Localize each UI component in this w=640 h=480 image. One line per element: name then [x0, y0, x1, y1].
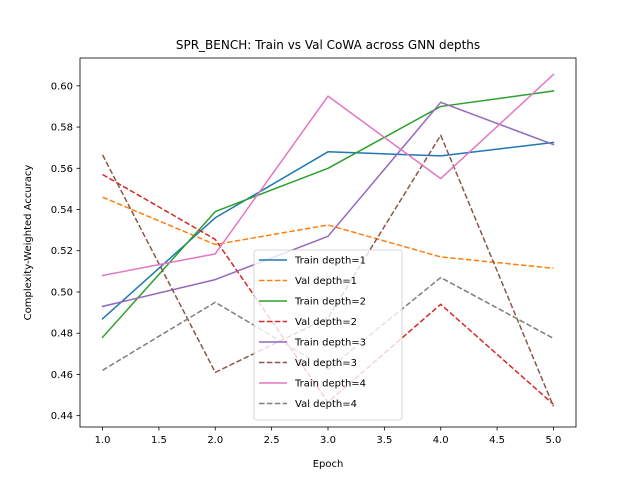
- legend-label: Val depth=3: [295, 358, 357, 369]
- x-tick-label: 4.5: [489, 435, 505, 446]
- series-line-val-depth-3: [101, 134, 555, 407]
- legend-label: Val depth=4: [295, 399, 357, 410]
- x-tick-label: 1.5: [151, 435, 167, 446]
- series-line-train-depth-2: [101, 90, 555, 339]
- y-tick-label: 0.52: [51, 246, 73, 257]
- x-tick-label: 1.0: [95, 435, 111, 446]
- series-line-train-depth-3: [101, 101, 555, 308]
- y-tick-label: 0.54: [51, 205, 73, 216]
- series-line-train-depth-4: [101, 73, 555, 277]
- x-tick-label: 5.0: [546, 435, 562, 446]
- chart-title: SPR_BENCH: Train vs Val CoWA across GNN …: [176, 38, 480, 52]
- y-tick-label: 0.44: [51, 411, 73, 422]
- x-tick-label: 3.5: [376, 435, 392, 446]
- legend-label: Train depth=1: [294, 256, 366, 267]
- legend-label: Train depth=2: [294, 297, 366, 308]
- x-axis: 1.0 1.5 2.0 2.5 3.0 3.5 4.0 4.5 5.0: [95, 427, 562, 446]
- x-tick-label: 3.0: [320, 435, 336, 446]
- x-tick-label: 2.5: [264, 435, 280, 446]
- y-axis: 0.44 0.46 0.48 0.50 0.52 0.54 0.56 0.58 0.60: [51, 81, 80, 422]
- legend-label: Val depth=1: [295, 276, 357, 287]
- series-line-val-depth-1: [102, 196, 554, 270]
- y-tick-label: 0.58: [51, 123, 73, 134]
- legend: Train depth=1 Val depth=1 Train depth=2 Val…: [253, 249, 403, 421]
- y-tick-label: 0.56: [51, 164, 73, 175]
- x-tick-label: 2.0: [207, 435, 223, 446]
- y-axis-title: Complexity-Weighted Accuracy: [23, 165, 34, 321]
- y-tick-label: 0.50: [51, 287, 73, 298]
- legend-label: Val depth=2: [295, 317, 357, 328]
- legend-label: Train depth=3: [294, 338, 366, 349]
- legend-box: [253, 249, 403, 421]
- series-line-train-depth-1: [101, 141, 555, 320]
- x-axis-title: Epoch: [313, 459, 344, 470]
- y-tick-label: 0.60: [51, 81, 73, 92]
- legend-label: Train depth=4: [294, 379, 366, 390]
- y-tick-label: 0.48: [51, 329, 73, 340]
- x-tick-label: 4.0: [433, 435, 449, 446]
- y-tick-label: 0.46: [51, 370, 73, 381]
